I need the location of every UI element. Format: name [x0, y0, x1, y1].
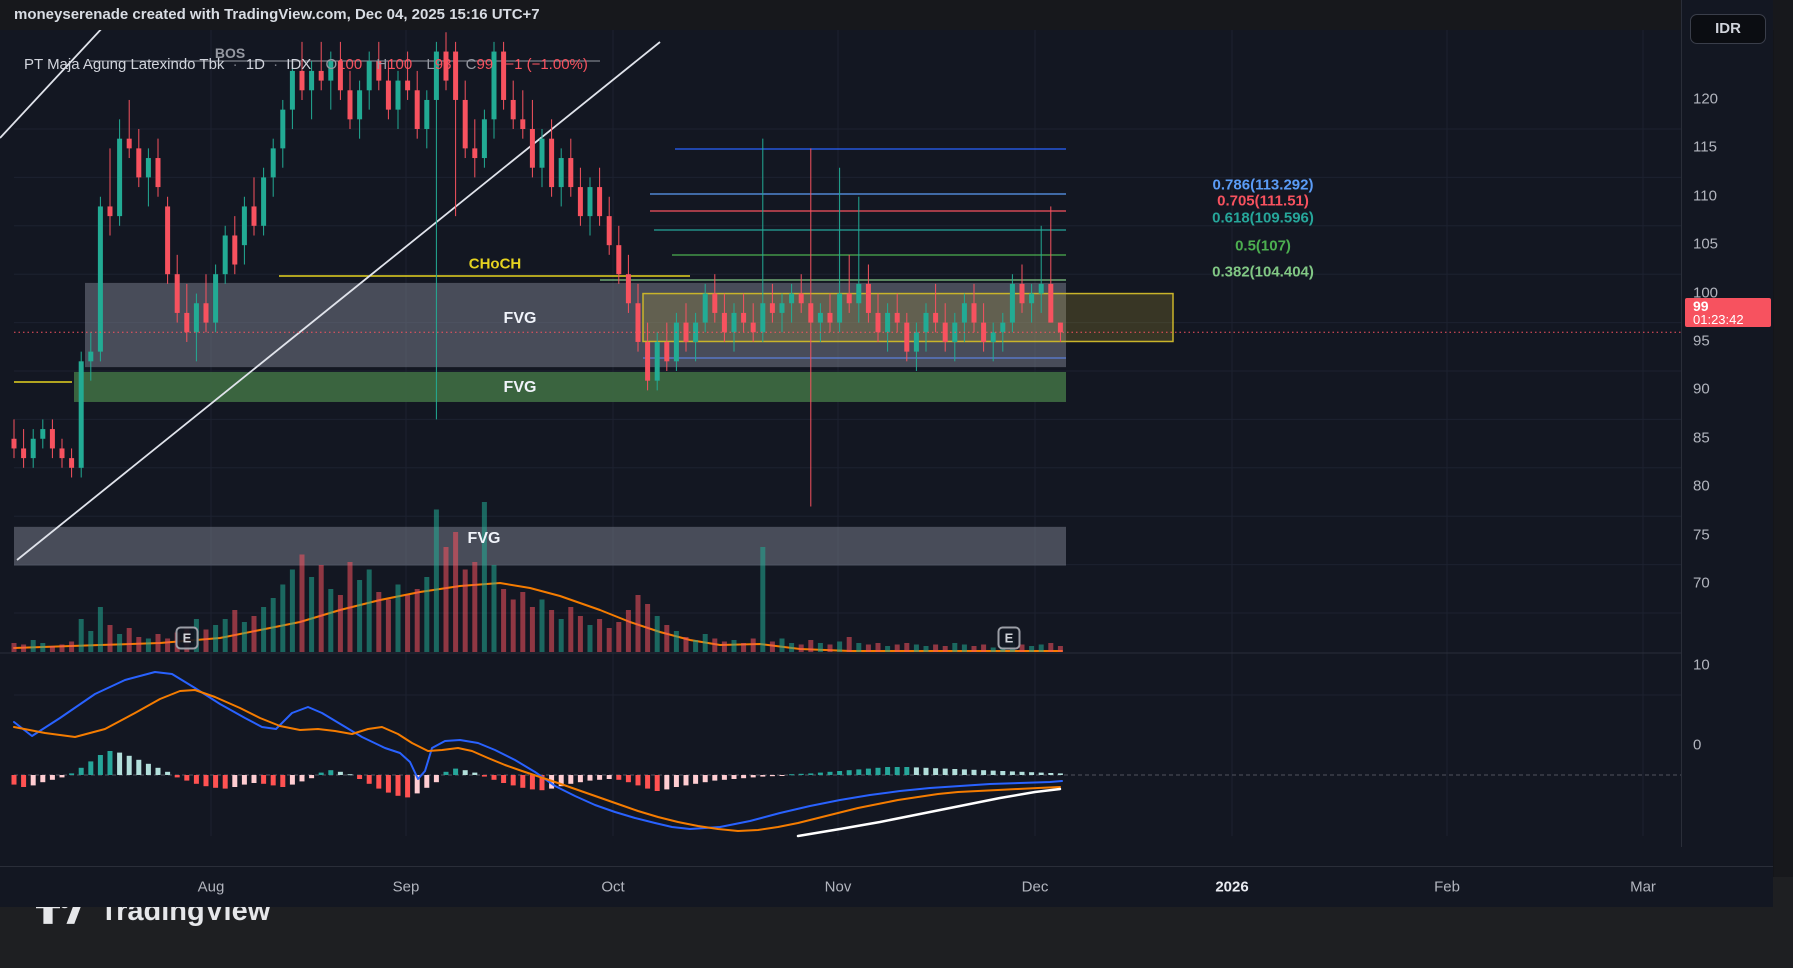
close-label: C: [465, 56, 477, 73]
fib-level-label-0.618: 0.618(109.596): [1212, 209, 1314, 227]
price-tick-115: 115: [1693, 138, 1717, 156]
price-tick-85: 85: [1693, 429, 1710, 447]
price-tick-105: 105: [1693, 235, 1719, 253]
time-label-Sep: Sep: [392, 878, 420, 896]
fib-level-label-0.705: 0.705(111.51): [1217, 192, 1309, 210]
fvg-lower-label: FVG: [467, 530, 501, 547]
open-value: 100: [337, 56, 363, 73]
open-label: O: [325, 56, 338, 73]
time-label-Dec: Dec: [1021, 878, 1049, 896]
indicator-tick-10: 10: [1693, 656, 1710, 674]
time-label-Aug: Aug: [197, 878, 225, 896]
time-label-2026: 2026: [1215, 878, 1249, 896]
earnings-marker-icon[interactable]: E: [175, 626, 199, 650]
time-axis[interactable]: Aug Sep Oct Nov Dec 2026 Feb Mar: [0, 866, 1773, 907]
right-edge-strip: [1774, 30, 1793, 877]
attribution-text: moneyserenade created with TradingView.c…: [14, 6, 540, 23]
change-value: −1 (−1.00%): [505, 56, 588, 73]
earnings-marker-icon[interactable]: E: [997, 626, 1021, 650]
bos-structure-label: BOS: [214, 45, 246, 61]
interval-label[interactable]: 1D: [245, 56, 265, 73]
fvg-mid-label: FVG: [503, 379, 537, 396]
exchange-label: IDX: [286, 56, 312, 73]
time-label-Oct: Oct: [601, 878, 625, 896]
choch-structure-label: CHoCH: [468, 255, 522, 273]
fib-level-label-0.786: 0.786(113.292): [1212, 176, 1314, 194]
price-tick-95: 95: [1693, 332, 1710, 350]
chart-pane[interactable]: PT Maja Agung Latexindo Tbk · 1D · IDX O…: [0, 30, 1773, 907]
low-label: L: [426, 56, 435, 73]
fvg-upper-label: FVG: [503, 310, 537, 327]
attribution-bar: moneyserenade created with TradingView.c…: [0, 0, 1793, 30]
last-price-badge: 99 01:23:42: [1685, 298, 1771, 327]
price-tick-120: 120: [1693, 90, 1719, 108]
chart-canvas[interactable]: [0, 30, 1773, 877]
time-label-Feb: Feb: [1434, 878, 1460, 896]
price-tick-110: 110: [1693, 187, 1717, 205]
bar-countdown: 01:23:42: [1693, 312, 1744, 327]
fib-level-label-0.382: 0.382(104.404): [1212, 263, 1314, 281]
price-tick-70: 70: [1693, 574, 1710, 592]
high-label: H: [376, 56, 388, 73]
time-label-Mar: Mar: [1630, 878, 1656, 896]
low-value: 98: [434, 56, 452, 73]
symbol-header[interactable]: PT Maja Agung Latexindo Tbk · 1D · IDX O…: [24, 56, 588, 76]
symbol-title[interactable]: PT Maja Agung Latexindo Tbk: [24, 56, 225, 73]
price-tick-90: 90: [1693, 380, 1710, 398]
price-tick-80: 80: [1693, 477, 1710, 495]
fib-level-label-0.5: 0.5(107): [1235, 237, 1291, 255]
time-label-Nov: Nov: [824, 878, 852, 896]
price-tick-100: 100: [1693, 284, 1719, 302]
indicator-tick-0: 0: [1693, 736, 1702, 754]
header-separator: ·: [232, 56, 238, 73]
last-price-value: 99: [1693, 298, 1709, 314]
price-tick-75: 75: [1693, 526, 1710, 544]
header-separator: ·: [273, 56, 279, 73]
high-value: 100: [387, 56, 413, 73]
price-axis[interactable]: IDR 99 01:23:42 120 115 110 105 100 95 90 85 80 7…: [1681, 0, 1773, 847]
close-value: 99: [476, 56, 494, 73]
currency-button[interactable]: IDR: [1690, 14, 1766, 44]
